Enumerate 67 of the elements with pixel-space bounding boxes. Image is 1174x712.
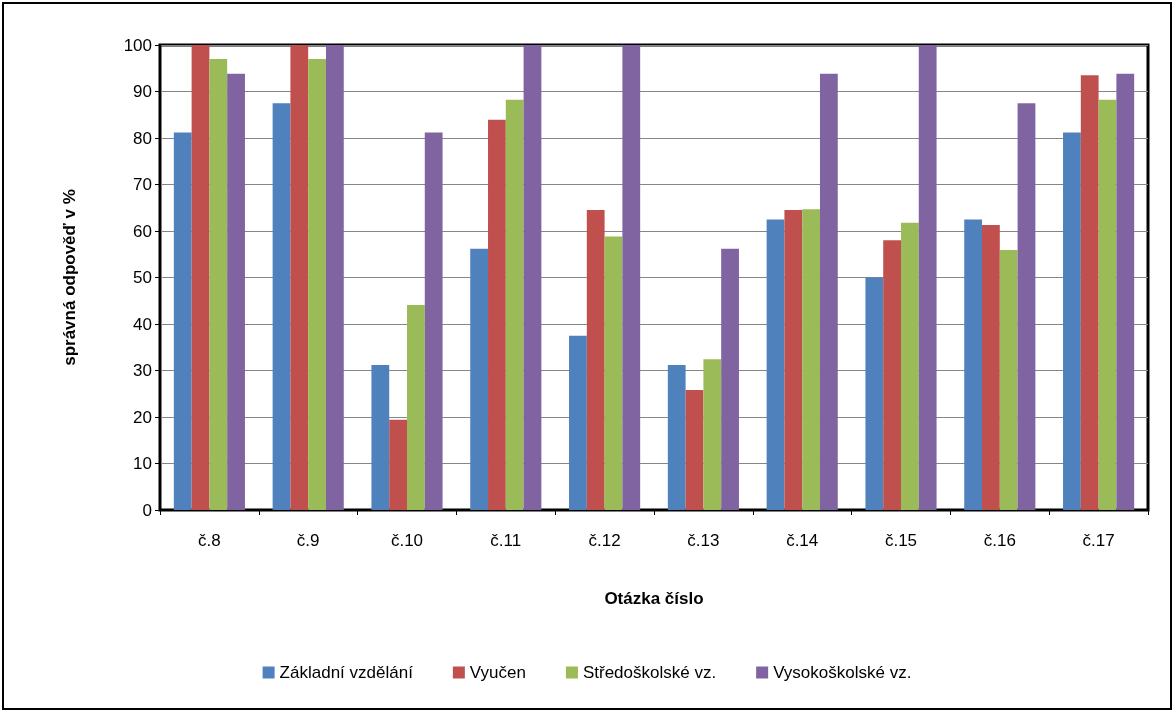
bar bbox=[1080, 75, 1099, 510]
bar bbox=[802, 209, 820, 510]
bar bbox=[209, 58, 228, 510]
x-tick-label: č.10 bbox=[390, 531, 424, 550]
bar bbox=[819, 73, 838, 510]
y-axis-title: správná odpověď v % bbox=[60, 189, 79, 366]
bar bbox=[685, 390, 704, 510]
x-tick-label: č.15 bbox=[884, 531, 918, 550]
bar bbox=[389, 419, 407, 510]
y-tick-label: 10 bbox=[133, 454, 152, 473]
bar bbox=[505, 99, 524, 510]
legend-label: Vyučen bbox=[469, 663, 526, 682]
bar bbox=[964, 219, 983, 510]
x-tick-label: č.12 bbox=[588, 531, 621, 550]
bar bbox=[784, 210, 803, 510]
bar bbox=[1098, 99, 1117, 510]
y-tick-label: 40 bbox=[133, 314, 152, 334]
bar bbox=[191, 45, 210, 510]
x-tick-label: č.9 bbox=[296, 531, 320, 550]
y-tick-label: 0 bbox=[142, 500, 152, 520]
x-axis-title: Otázka číslo bbox=[604, 589, 704, 608]
bar bbox=[999, 250, 1018, 510]
bar bbox=[883, 240, 901, 510]
bar bbox=[308, 58, 326, 510]
legend-label: Středoškolské vz. bbox=[582, 663, 717, 682]
y-tick-label: 100 bbox=[123, 35, 152, 55]
bar bbox=[901, 222, 919, 510]
x-tick-label: č.16 bbox=[983, 531, 1016, 550]
bar bbox=[918, 45, 937, 510]
y-tick-label: 30 bbox=[133, 361, 152, 380]
y-tick-label: 60 bbox=[133, 221, 152, 241]
bar bbox=[1017, 103, 1036, 510]
x-tick-label: č.17 bbox=[1082, 531, 1115, 550]
bar bbox=[290, 45, 309, 510]
bar bbox=[982, 224, 1000, 510]
bar bbox=[407, 304, 425, 510]
bar bbox=[523, 45, 542, 510]
bar bbox=[721, 248, 739, 510]
y-tick-label: 20 bbox=[133, 407, 152, 427]
y-tick-label: 90 bbox=[133, 82, 152, 101]
bar bbox=[1116, 73, 1135, 510]
bar bbox=[325, 45, 344, 510]
bar bbox=[173, 132, 192, 510]
bar bbox=[586, 210, 605, 510]
x-tick-label: č.13 bbox=[687, 531, 720, 550]
bar bbox=[470, 248, 489, 510]
legend-label: Základní vzdělání bbox=[279, 663, 414, 682]
bar bbox=[1063, 132, 1081, 510]
bar bbox=[424, 132, 443, 510]
x-tick-label: č.11 bbox=[490, 531, 522, 550]
bar bbox=[371, 364, 390, 510]
legend-label: Vysokoškolské vz. bbox=[773, 663, 912, 682]
y-tick-label: 50 bbox=[133, 268, 152, 287]
bar bbox=[766, 219, 785, 510]
bar bbox=[272, 103, 291, 510]
y-tick-label: 70 bbox=[133, 175, 152, 194]
bar bbox=[622, 45, 641, 510]
bar bbox=[865, 277, 884, 510]
bar bbox=[604, 236, 623, 510]
bar bbox=[569, 335, 587, 510]
bar bbox=[227, 73, 245, 510]
y-tick-label: 80 bbox=[133, 128, 152, 148]
x-tick-label: č.8 bbox=[198, 531, 221, 550]
bar bbox=[667, 364, 686, 510]
bar bbox=[703, 359, 722, 510]
bar bbox=[488, 119, 506, 510]
x-tick-label: č.14 bbox=[786, 531, 819, 550]
